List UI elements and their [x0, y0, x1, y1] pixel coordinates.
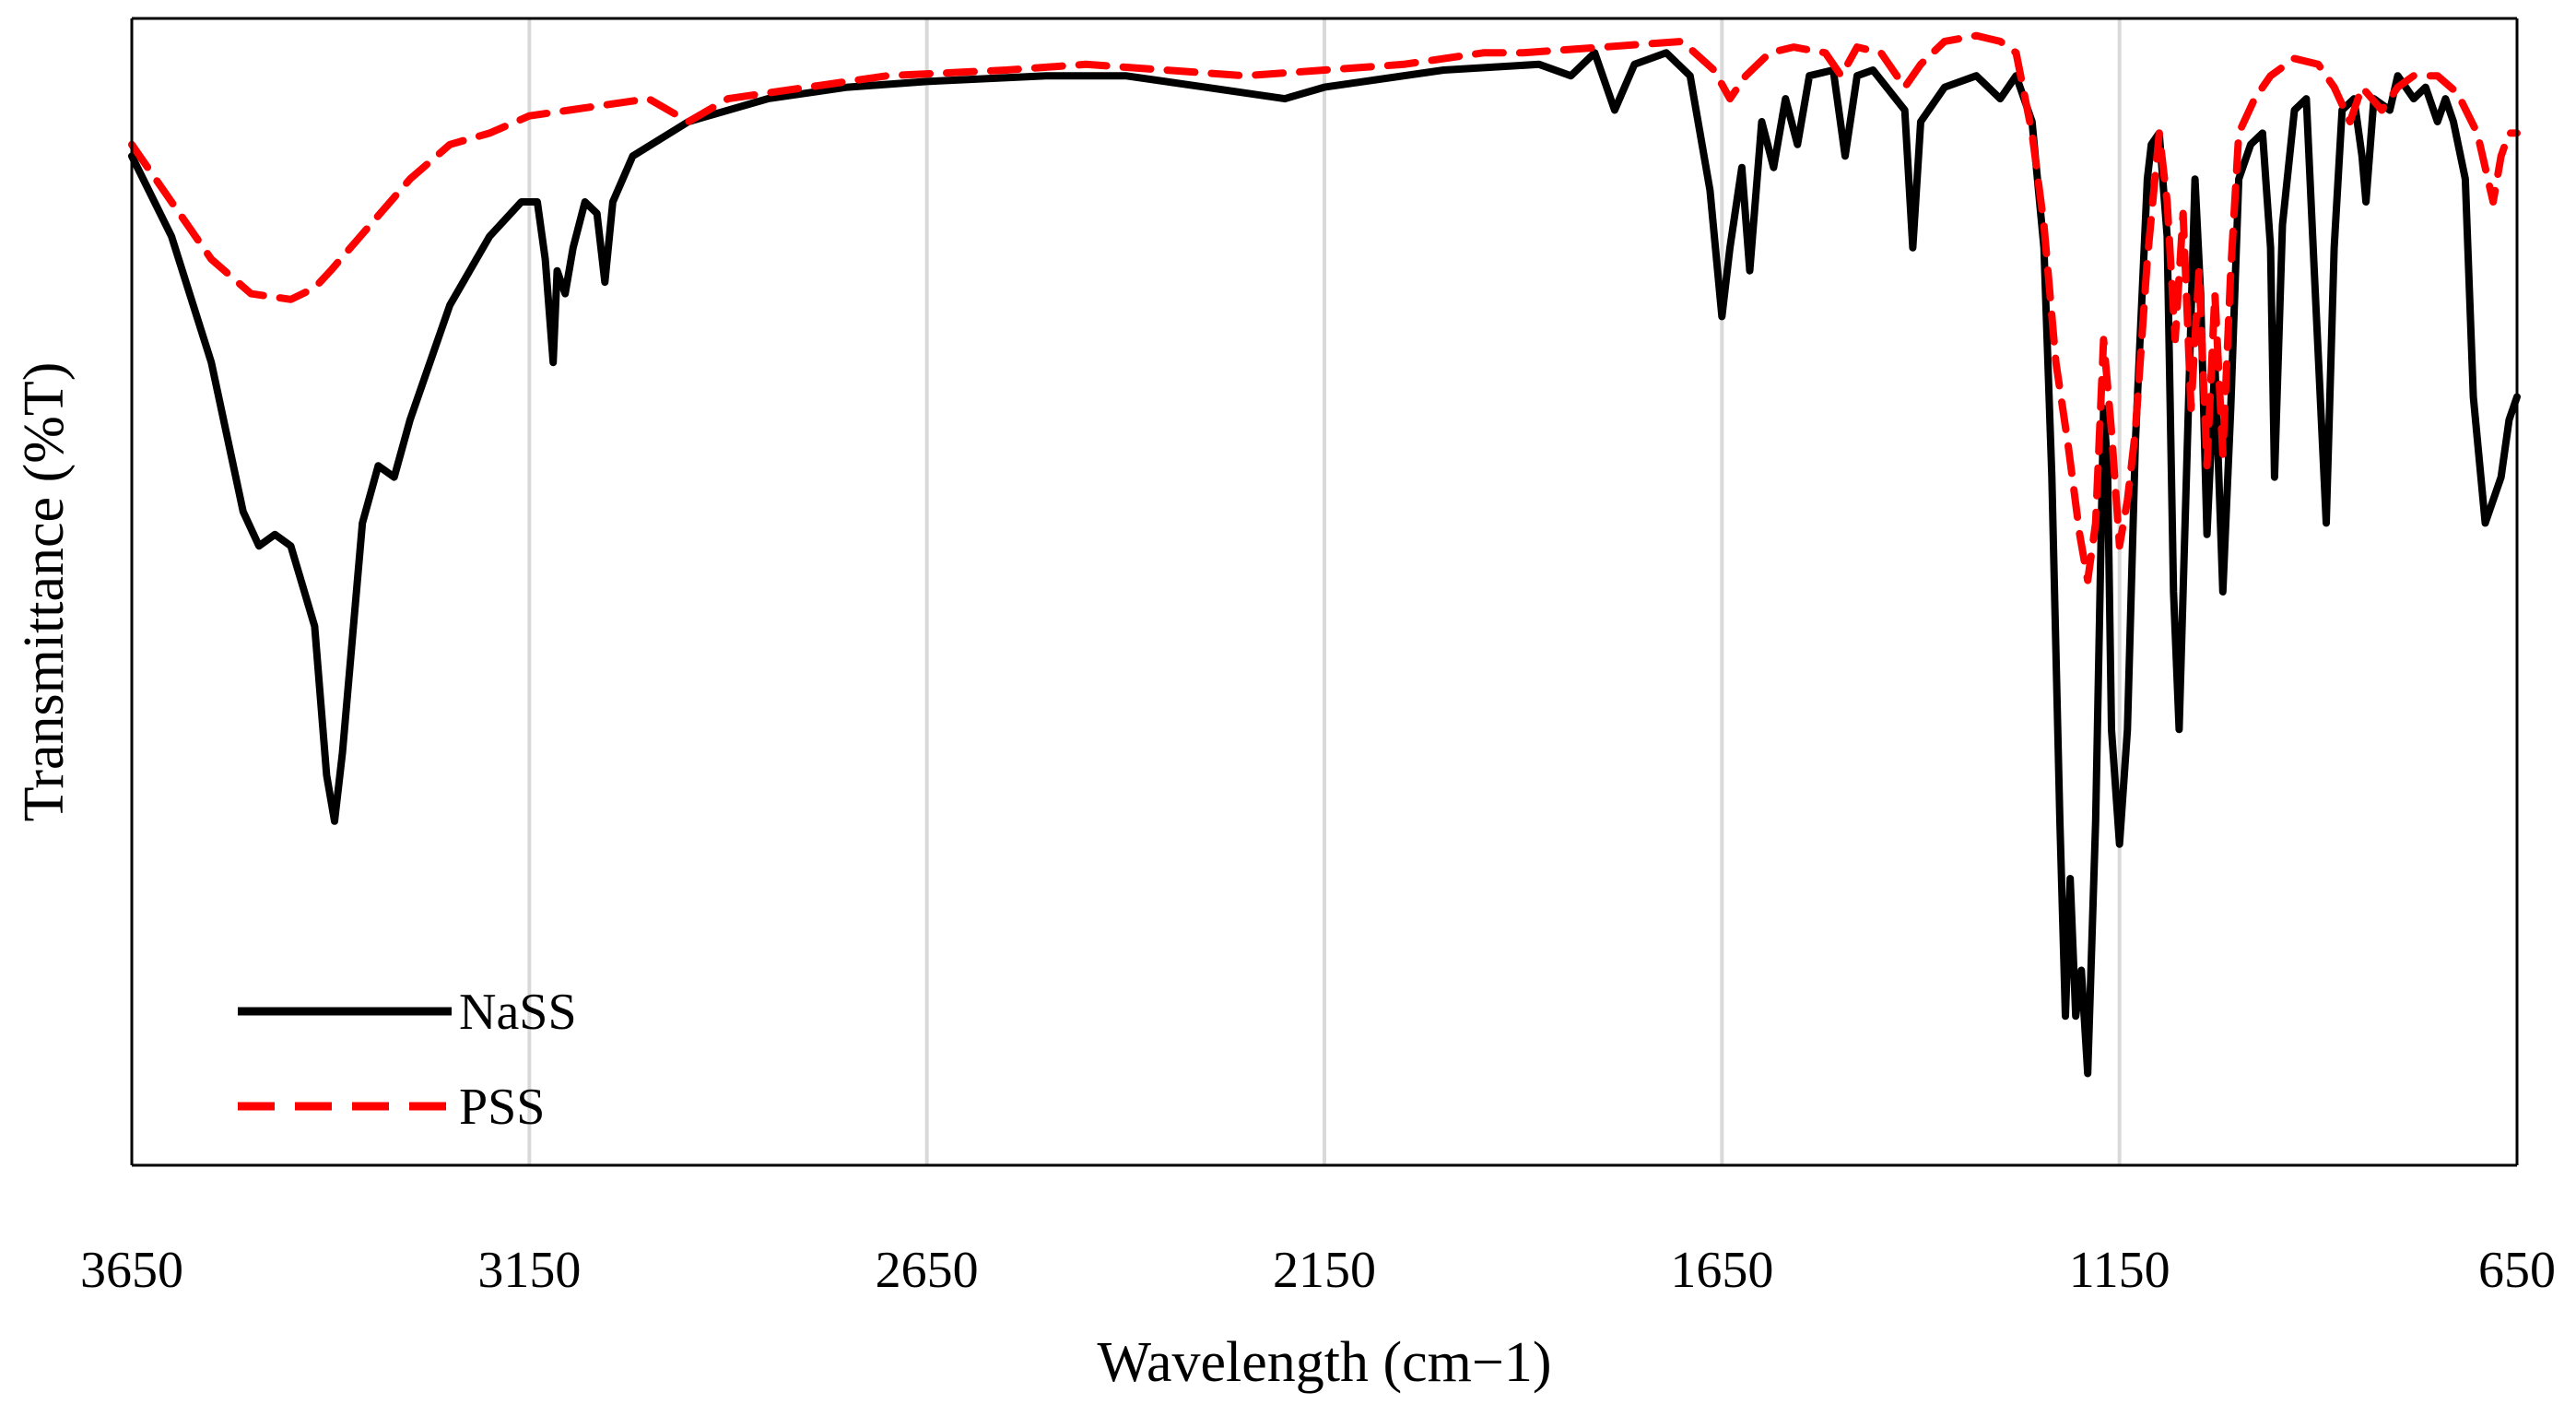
series-line-pss: [128, 31, 2521, 584]
x-tick-label: 1150: [2069, 1242, 2170, 1299]
x-tick-label: 2650: [876, 1242, 979, 1299]
plot-frame: [130, 17, 2519, 1167]
x-tick-label: 650: [2478, 1242, 2556, 1299]
x-tick-label: 1650: [1670, 1242, 1773, 1299]
legend-label-nass: NaSS: [459, 984, 577, 1041]
x-tick-label: 2150: [1273, 1242, 1376, 1299]
y-axis-title: Transmittance (%T): [13, 362, 76, 822]
x-tick-label: 3650: [80, 1242, 183, 1299]
legend: NaSS PSS: [238, 984, 577, 1136]
vertical-gridlines: [527, 18, 2122, 1165]
x-tick-label: 3150: [477, 1242, 581, 1299]
series-layer: [128, 31, 2521, 1078]
x-tick-labels: 3650 3150 2650 2150 1650 1150 650: [80, 1242, 2556, 1299]
series-line-nass: [128, 49, 2521, 1078]
legend-label-pss: PSS: [459, 1079, 545, 1136]
x-axis-title: Wavelength (cm−1): [1097, 1331, 1551, 1394]
